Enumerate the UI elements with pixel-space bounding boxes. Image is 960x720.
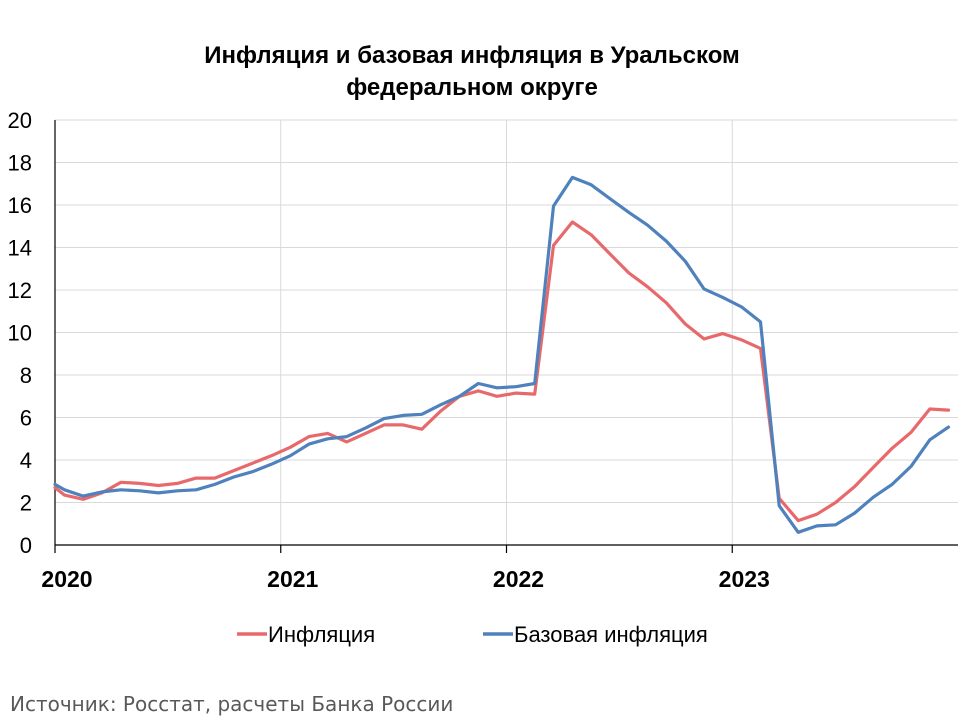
y-tick-label: 20 xyxy=(8,108,32,133)
source-note: Источник: Росстат, расчеты Банка России xyxy=(10,692,454,716)
chart-title-line1: Инфляция и базовая инфляция в Уральском xyxy=(204,42,740,69)
x-tick-label: 2020 xyxy=(41,566,92,592)
legend-label-1: Инфляция xyxy=(268,622,375,647)
y-tick-label: 6 xyxy=(20,406,32,431)
x-tick-label: 2022 xyxy=(493,566,544,592)
x-tick-label: 2021 xyxy=(267,566,318,592)
y-tick-label: 18 xyxy=(8,151,32,176)
y-tick-label: 0 xyxy=(20,533,32,558)
y-tick-label: 8 xyxy=(20,363,32,388)
y-tick-label: 16 xyxy=(8,193,32,218)
y-tick-label: 12 xyxy=(8,278,32,303)
x-tick-label: 2023 xyxy=(719,566,770,592)
y-tick-label: 10 xyxy=(8,321,32,346)
series-line-2 xyxy=(53,175,951,534)
y-tick-label: 2 xyxy=(20,491,32,516)
legend-label-2: Базовая инфляция xyxy=(514,622,708,647)
series-line-1 xyxy=(53,220,951,523)
y-tick-label: 4 xyxy=(20,448,32,473)
chart-title-line2: федеральном округе xyxy=(346,74,598,101)
y-tick-label: 14 xyxy=(8,236,32,261)
